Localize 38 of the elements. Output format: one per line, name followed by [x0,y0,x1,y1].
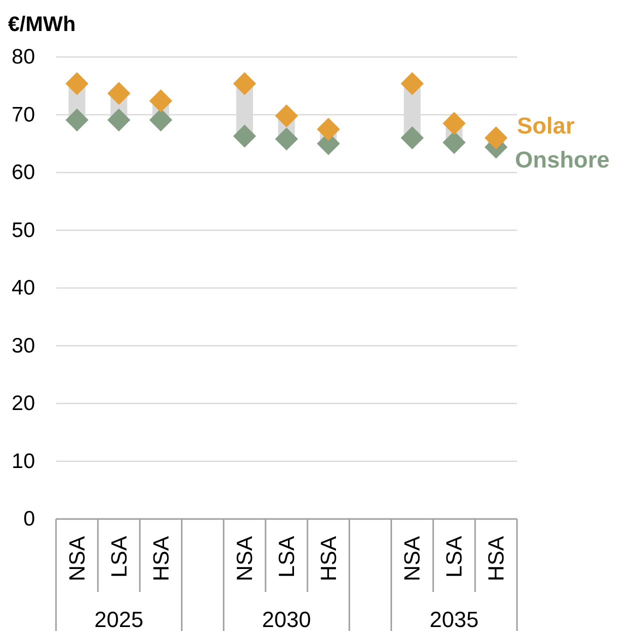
y-tick-label: 50 [12,218,35,242]
y-tick-label: 40 [12,276,35,300]
point [233,72,256,96]
series-label: Onshore [515,146,610,172]
y-tick-label: 0 [23,508,35,530]
y-tick-label: 20 [12,392,35,415]
point [65,108,88,132]
x-tick-label: HSA [484,536,509,582]
series-label: Solar [517,112,575,138]
y-tick-label: 70 [12,103,35,126]
point [316,118,340,141]
y-tick-label: 60 [12,161,35,184]
text: 2035 [430,607,479,631]
point [400,72,424,96]
y-tick-label: 10 [12,450,35,473]
point [484,126,508,150]
x-tick-label: LSA [442,536,467,578]
y-tick-label: 30 [12,334,35,358]
point [233,124,256,148]
y-axis-title: €/MWh [8,13,76,36]
point [107,108,130,132]
point [442,112,466,135]
point [275,104,298,128]
x-tick-label: NSA [64,536,90,582]
point [107,82,130,105]
text: 2030 [262,607,311,631]
text: 2025 [94,607,144,631]
y-tick-label: 80 [12,46,35,68]
point [275,128,298,151]
x-tick-label: NSA [232,536,258,582]
x-tick-label: NSA [400,536,425,582]
point [65,72,88,96]
point [400,126,424,150]
x-tick-label: LSA [274,536,299,578]
x-tick-label: HSA [316,536,341,582]
x-tick-label: LSA [106,536,132,578]
point [149,89,172,112]
x-tick-label: HSA [148,536,174,582]
